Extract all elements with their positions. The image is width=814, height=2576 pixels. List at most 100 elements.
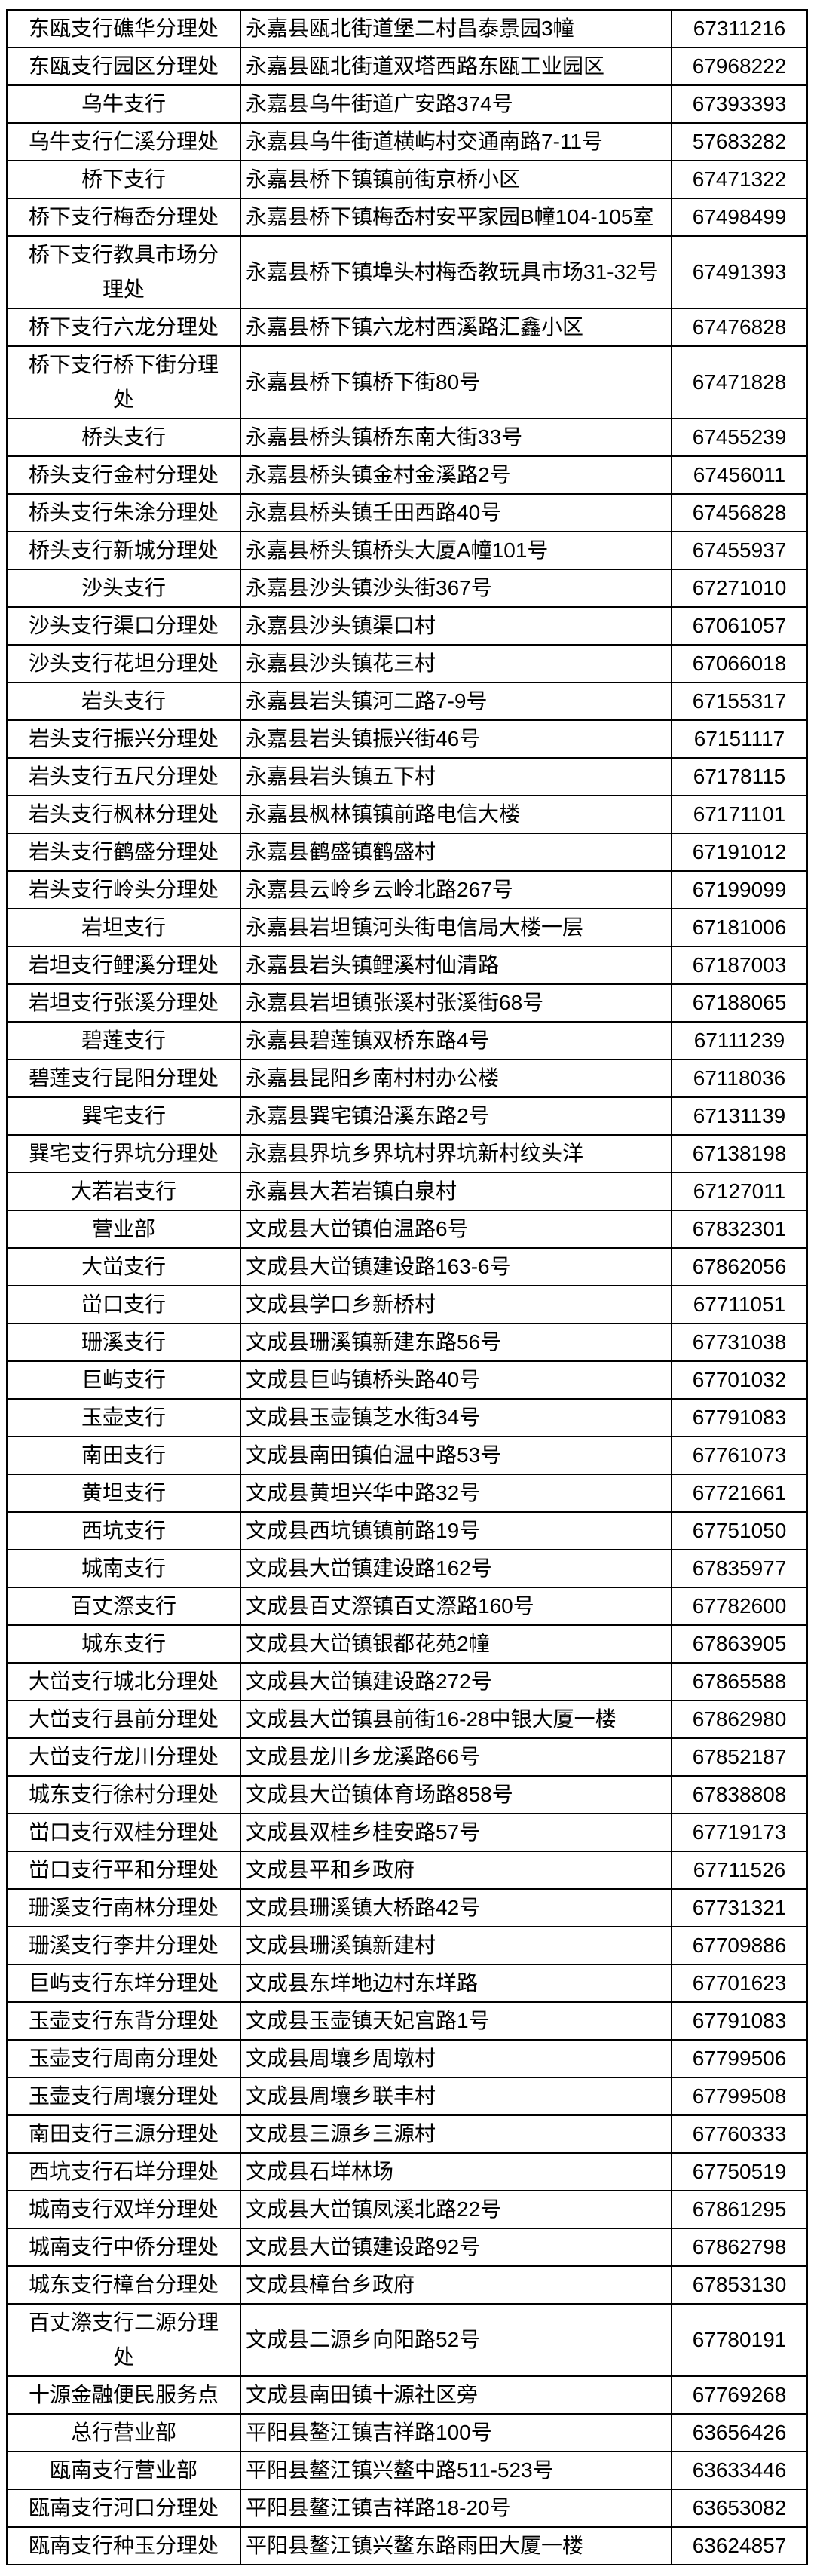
branch-address-cell: 文成县平和乡政府 (240, 1851, 672, 1890)
table-row: 岩坦支行张溪分理处 永嘉县岩坦镇张溪村张溪街68号 67188065 (6, 983, 808, 1023)
table-row: 西坑支行 文成县西坑镇镇前路19号 67751050 (6, 1511, 808, 1550)
branch-address-cell: 永嘉县乌牛街道横屿村交通南路7-11号 (240, 122, 672, 161)
branch-name-cell: 岩坦支行张溪分理处 (6, 983, 241, 1023)
branch-directory-table: 东瓯支行礁华分理处 永嘉县瓯北街道堡二村昌泰景园3幢 67311216 东瓯支行… (6, 9, 808, 2565)
branch-name-cell: 峃口支行平和分理处 (6, 1851, 241, 1890)
branch-address-cell: 文成县龙川乡龙溪路66号 (240, 1737, 672, 1777)
table-row: 巽宅支行界坑分理处 永嘉县界坑乡界坑村界坑新村纹头洋 67138198 (6, 1134, 808, 1173)
branch-phone-cell: 57683282 (671, 122, 808, 161)
branch-phone-cell: 67701623 (671, 1964, 808, 2003)
table-row: 峃口支行 文成县学口乡新桥村 67711051 (6, 1285, 808, 1324)
table-row: 南田支行 文成县南田镇伯温中路53号 67761073 (6, 1436, 808, 1475)
branch-name-cell: 乌牛支行仁溪分理处 (6, 122, 241, 161)
branch-address-cell: 文成县学口乡新桥村 (240, 1285, 672, 1324)
table-row: 玉壶支行 文成县玉壶镇芝水街34号 67791083 (6, 1398, 808, 1437)
table-row: 东瓯支行礁华分理处 永嘉县瓯北街道堡二村昌泰景园3幢 67311216 (6, 9, 808, 48)
branch-name-cell: 东瓯支行园区分理处 (6, 47, 241, 86)
branch-address-cell: 永嘉县瓯北街道双塔西路东瓯工业园区 (240, 47, 672, 86)
branch-name-cell: 黄坦支行 (6, 1474, 241, 1513)
branch-phone-cell: 63633446 (671, 2451, 808, 2490)
branch-address-cell: 永嘉县瓯北街道堡二村昌泰景园3幢 (240, 9, 672, 48)
branch-address-cell: 永嘉县桥下镇镇前街京桥小区 (240, 160, 672, 199)
branch-phone-cell: 67151117 (671, 719, 808, 759)
branch-address-cell: 永嘉县桥下镇六龙村西溪路汇鑫小区 (240, 308, 672, 347)
branch-address-cell: 永嘉县云岭乡云岭北路267号 (240, 870, 672, 909)
branch-phone-cell: 67455937 (671, 531, 808, 570)
branch-address-cell: 永嘉县界坑乡界坑村界坑新村纹头洋 (240, 1134, 672, 1173)
branch-phone-cell: 63656426 (671, 2413, 808, 2452)
branch-phone-cell: 63653082 (671, 2489, 808, 2528)
table-row: 城东支行樟台分理处 文成县樟台乡政府 67853130 (6, 2265, 808, 2305)
branch-phone-cell: 67852187 (671, 1737, 808, 1777)
branch-name-cell: 岩头支行振兴分理处 (6, 719, 241, 759)
branch-name-cell: 百丈漈支行 (6, 1587, 241, 1626)
table-row: 岩坦支行 永嘉县岩坦镇河头街电信局大楼一层 67181006 (6, 908, 808, 947)
branch-name-cell: 岩头支行鹤盛分理处 (6, 833, 241, 872)
branch-address-cell: 平阳县鳌江镇兴鳌中路511-523号 (240, 2451, 672, 2490)
branch-phone-cell: 67455239 (671, 418, 808, 457)
branch-name-cell: 岩头支行枫林分理处 (6, 795, 241, 834)
table-row: 岩头支行 永嘉县岩头镇河二路7-9号 67155317 (6, 682, 808, 721)
branch-address-cell: 文成县大峃镇银都花苑2幢 (240, 1624, 672, 1664)
branch-address-cell: 永嘉县桥头镇桥东南大街33号 (240, 418, 672, 457)
branch-name-cell: 岩坦支行鲤溪分理处 (6, 946, 241, 985)
branch-name-cell: 桥下支行 (6, 160, 241, 199)
branch-address-cell: 永嘉县大若岩镇白泉村 (240, 1172, 672, 1211)
branch-address-cell: 文成县玉壶镇天妃宫路1号 (240, 2001, 672, 2041)
branch-name-cell: 岩头支行岭头分理处 (6, 870, 241, 909)
branch-name-cell: 桥头支行 (6, 418, 241, 457)
branch-phone-cell: 67968222 (671, 47, 808, 86)
branch-name-cell: 桥头支行金村分理处 (6, 455, 241, 495)
branch-address-cell: 文成县大峃镇伯温路6号 (240, 1210, 672, 1249)
table-row: 桥头支行 永嘉县桥头镇桥东南大街33号 67455239 (6, 418, 808, 457)
branch-phone-cell: 67111239 (671, 1021, 808, 1060)
branch-address-cell: 文成县石垟林场 (240, 2152, 672, 2191)
branch-phone-cell: 67761073 (671, 1436, 808, 1475)
table-row: 大若岩支行 永嘉县大若岩镇白泉村 67127011 (6, 1172, 808, 1211)
branch-name-cell: 沙头支行渠口分理处 (6, 606, 241, 646)
branch-address-cell: 文成县南田镇伯温中路53号 (240, 1436, 672, 1475)
branch-name-cell: 城东支行樟台分理处 (6, 2265, 241, 2305)
table-row: 西坑支行石垟分理处 文成县石垟林场 67750519 (6, 2152, 808, 2191)
branch-phone-cell: 67853130 (671, 2265, 808, 2305)
table-row: 乌牛支行仁溪分理处 永嘉县乌牛街道横屿村交通南路7-11号 57683282 (6, 122, 808, 161)
branch-name-cell: 大峃支行 (6, 1247, 241, 1286)
branch-address-cell: 永嘉县岩头镇河二路7-9号 (240, 682, 672, 721)
branch-name-cell: 岩坦支行 (6, 908, 241, 947)
table-row: 岩头支行枫林分理处 永嘉县枫林镇镇前路电信大楼 67171101 (6, 795, 808, 834)
branch-name-cell: 西坑支行石垟分理处 (6, 2152, 241, 2191)
table-row: 城南支行 文成县大峃镇建设路162号 67835977 (6, 1549, 808, 1588)
branch-phone-cell: 67456828 (671, 493, 808, 532)
branch-address-cell: 永嘉县桥头镇桥头大厦A幢101号 (240, 531, 672, 570)
branch-phone-cell: 67191012 (671, 833, 808, 872)
branch-name-cell: 岩头支行五尺分理处 (6, 757, 241, 796)
branch-name-cell: 百丈漈支行二源分理处 (6, 2303, 241, 2377)
branch-name-cell: 南田支行三源分理处 (6, 2114, 241, 2154)
branch-address-cell: 文成县东垟地边村东垟路 (240, 1964, 672, 2003)
branch-name-cell: 桥下支行梅岙分理处 (6, 198, 241, 237)
branch-address-cell: 永嘉县沙头镇花三村 (240, 644, 672, 683)
table-row: 桥下支行桥下街分理处 永嘉县桥下镇桥下街80号 67471828 (6, 345, 808, 419)
branch-phone-cell: 67393393 (671, 84, 808, 124)
branch-address-cell: 文成县南田镇十源社区旁 (240, 2375, 672, 2415)
table-row: 岩头支行鹤盛分理处 永嘉县鹤盛镇鹤盛村 67191012 (6, 833, 808, 872)
table-row: 岩头支行五尺分理处 永嘉县岩头镇五下村 67178115 (6, 757, 808, 796)
branch-name-cell: 沙头支行花坦分理处 (6, 644, 241, 683)
table-row: 桥下支行教具市场分理处 永嘉县桥下镇埠头村梅岙教玩具市场31-32号 67491… (6, 235, 808, 309)
branch-address-cell: 文成县黄坦兴华中路32号 (240, 1474, 672, 1513)
branch-name-cell: 大若岩支行 (6, 1172, 241, 1211)
branch-phone-cell: 67127011 (671, 1172, 808, 1211)
branch-phone-cell: 67799508 (671, 2077, 808, 2116)
branch-phone-cell: 67782600 (671, 1587, 808, 1626)
table-row: 桥下支行 永嘉县桥下镇镇前街京桥小区 67471322 (6, 160, 808, 199)
branch-address-cell: 文成县周壤乡周墩村 (240, 2039, 672, 2078)
branch-address-cell: 永嘉县沙头镇渠口村 (240, 606, 672, 646)
branch-name-cell: 巨屿支行东垟分理处 (6, 1964, 241, 2003)
table-row: 乌牛支行 永嘉县乌牛街道广安路374号 67393393 (6, 84, 808, 124)
branch-address-cell: 永嘉县岩坦镇河头街电信局大楼一层 (240, 908, 672, 947)
table-row: 巨屿支行 文成县巨屿镇桥头路40号 67701032 (6, 1360, 808, 1400)
branch-name-cell: 城南支行双垟分理处 (6, 2190, 241, 2229)
branch-name-cell: 桥下支行六龙分理处 (6, 308, 241, 347)
table-row: 城南支行中侨分理处 文成县大峃镇建设路92号 67862798 (6, 2228, 808, 2267)
branch-address-cell: 永嘉县碧莲镇双桥东路4号 (240, 1021, 672, 1060)
